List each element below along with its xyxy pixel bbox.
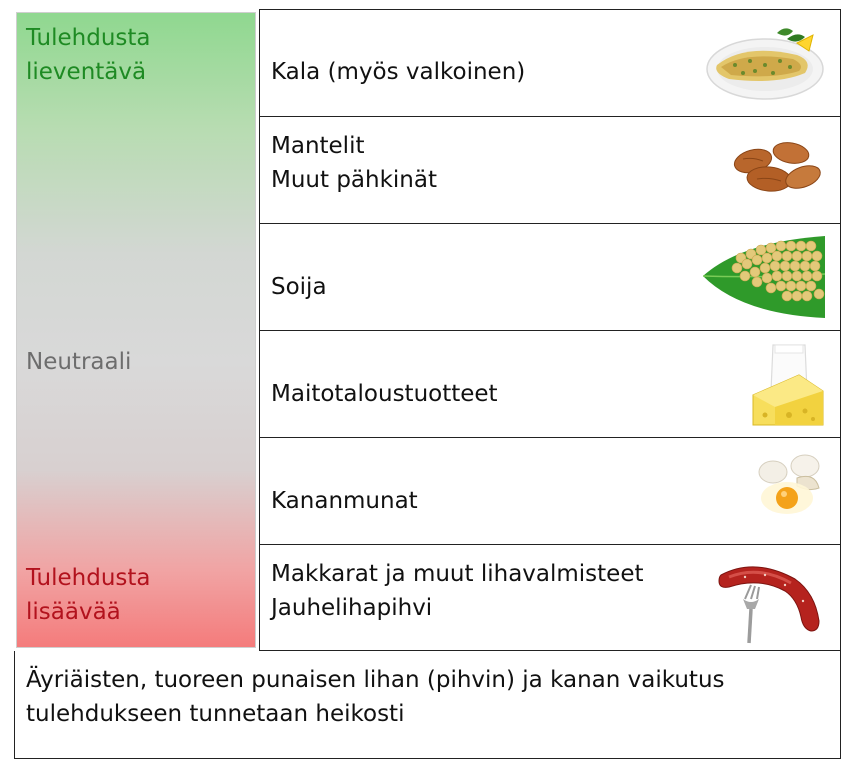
table-row: Soija (259, 224, 841, 331)
row-label: Soija (271, 270, 327, 304)
pro-inflammatory-label: Tulehdusta lisäävää (26, 561, 151, 629)
almonds-icon (733, 142, 821, 192)
row-label: Maitotaloustuotteet (271, 377, 498, 411)
footer-note: Äyriäisten, tuoreen punaisen lihan (pihv… (14, 651, 841, 759)
neutral-label: Neutraali (26, 349, 132, 375)
pro-inflammatory-label-line2: lisäävää (26, 599, 121, 625)
row-label-line: Jauhelihapihvi (271, 595, 433, 621)
table-row: Kananmunat (259, 438, 841, 545)
footer-note-line1: Äyriäisten, tuoreen punaisen lihan (pihv… (26, 667, 725, 693)
eggs-icon (758, 454, 820, 514)
row-label-line: Kananmunat (271, 488, 418, 514)
anti-inflammatory-label: Tulehdusta lieventävä (26, 21, 151, 89)
table-row: Kala (myös valkoinen) (259, 9, 841, 117)
row-label-line: Maitotaloustuotteet (271, 381, 498, 407)
row-label-line: Makkarat ja muut lihavalmisteet (271, 561, 644, 587)
row-label-line: Kala (myös valkoinen) (271, 59, 526, 85)
row-label-line: Soija (271, 274, 327, 300)
fish-dish-icon (706, 28, 824, 100)
milk-cheese-icon (752, 344, 824, 426)
footer-note-text: Äyriäisten, tuoreen punaisen lihan (pihv… (26, 663, 806, 731)
sausage-fork-icon (718, 566, 820, 644)
table-row: Mantelit Muut pähkinät (259, 117, 841, 224)
inflammation-scale: Tulehdusta lieventävä Neutraali Tulehdus… (14, 9, 260, 651)
table-row: Maitotaloustuotteet (259, 331, 841, 438)
row-label: Kala (myös valkoinen) (271, 55, 525, 89)
anti-inflammatory-label-line1: Tulehdusta (26, 25, 151, 51)
row-label: Mantelit Muut pähkinät (271, 129, 437, 197)
row-label-line: Mantelit (271, 133, 365, 159)
footer-note-line2: tulehdukseen tunnetaan heikosti (26, 701, 405, 727)
soybeans-icon (702, 236, 826, 318)
row-label: Kananmunat (271, 484, 418, 518)
anti-inflammatory-label-line2: lieventävä (26, 59, 147, 85)
table-row: Makkarat ja muut lihavalmisteet Jauhelih… (259, 545, 841, 651)
pro-inflammatory-label-line1: Tulehdusta (26, 565, 151, 591)
inflammation-gradient-bar (16, 12, 256, 648)
row-label: Makkarat ja muut lihavalmisteet Jauhelih… (271, 557, 644, 625)
row-label-line: Muut pähkinät (271, 167, 437, 193)
